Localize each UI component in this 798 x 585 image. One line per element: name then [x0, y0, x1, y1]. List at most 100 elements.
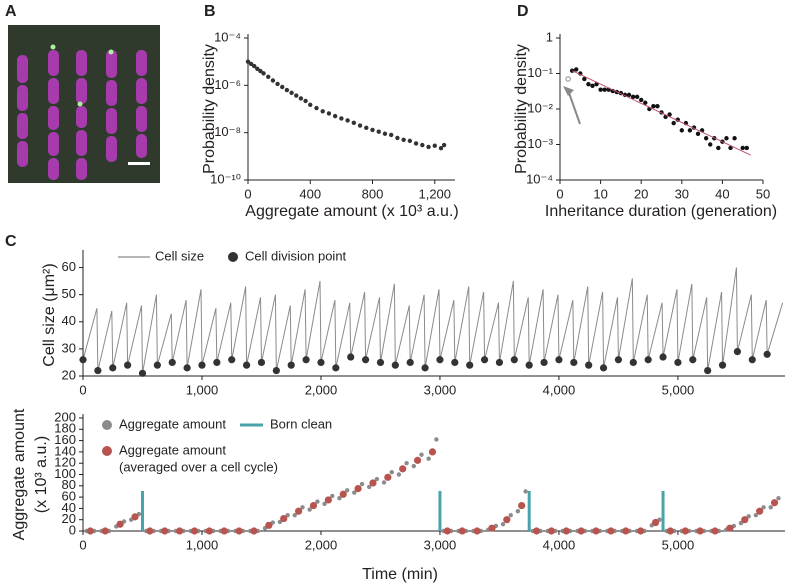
x-tick-label: 1,200: [418, 186, 451, 201]
data-point: [395, 135, 400, 141]
y-tick-label: 10⁻⁴: [214, 29, 241, 44]
data-point: [294, 507, 303, 515]
x-tick-label: 10: [593, 186, 607, 201]
data-point: [711, 527, 719, 535]
data-point: [411, 463, 416, 469]
y-tick-label: 100: [54, 466, 76, 481]
data-point: [728, 145, 733, 151]
data-point: [369, 479, 377, 487]
y-tick-label: 10⁻¹: [527, 65, 553, 80]
data-point: [401, 137, 406, 142]
x-tick-label: 40: [715, 186, 729, 201]
data-point: [303, 98, 308, 104]
data-point: [413, 141, 419, 146]
data-point: [637, 527, 645, 535]
data-point: [629, 358, 637, 367]
data-point: [235, 527, 243, 535]
data-point: [547, 527, 556, 535]
data-point: [614, 356, 623, 364]
data-point: [592, 527, 600, 535]
data-point: [753, 512, 759, 518]
data-point: [574, 67, 579, 72]
data-point: [746, 514, 751, 519]
y-tick-label: 10⁻⁴: [526, 171, 553, 186]
data-point: [292, 512, 297, 518]
data-point: [518, 501, 526, 510]
data-point: [696, 527, 704, 535]
data-point: [626, 92, 632, 98]
data-point: [473, 527, 481, 535]
data-point: [438, 146, 444, 151]
data-point: [332, 364, 340, 372]
x-axis-label: Aggregate amount (x 10³ a.u.): [245, 203, 458, 220]
data-point: [309, 501, 318, 510]
x-tick-label: 1,000: [186, 537, 219, 552]
data-point: [689, 356, 697, 364]
y-tick-label: 10⁻⁶: [214, 77, 241, 92]
data-point: [354, 485, 362, 493]
annotation-arrow: [567, 89, 581, 125]
data-point: [255, 66, 260, 71]
data-point: [314, 105, 319, 111]
data-point: [138, 369, 147, 377]
aggregate-spot: [50, 44, 56, 50]
x-tick-label: 30: [675, 186, 689, 201]
panel-label: C: [5, 233, 17, 250]
data-point: [639, 97, 644, 103]
data-point: [153, 361, 161, 369]
data-point: [101, 527, 109, 535]
data-point: [176, 527, 184, 535]
data-point: [599, 364, 608, 372]
data-point: [315, 499, 320, 504]
legend-label: Cell division point: [245, 248, 347, 263]
x-tick-label: 20: [634, 186, 648, 201]
data-point: [770, 499, 779, 507]
data-point: [488, 524, 496, 532]
data-point: [768, 505, 773, 510]
data-point: [480, 356, 489, 364]
y-tick-label: 0: [69, 522, 76, 537]
data-point: [582, 76, 587, 82]
x-tick-label: 3,000: [424, 537, 457, 552]
x-tick-label: 400: [299, 186, 321, 201]
data-point: [651, 518, 660, 527]
data-point: [326, 111, 332, 116]
data-point: [370, 127, 375, 133]
data-point: [366, 484, 372, 490]
panel-label: D: [517, 3, 529, 20]
data-point: [655, 103, 660, 109]
data-point: [495, 358, 504, 367]
data-point: [634, 94, 640, 100]
data-point: [357, 123, 363, 128]
data-point: [302, 356, 310, 364]
data-point: [124, 361, 132, 369]
data-point: [294, 93, 299, 98]
data-point: [687, 128, 693, 133]
data-point: [79, 356, 87, 364]
y-axis-label: Aggregate amount: [11, 408, 28, 540]
data-point: [261, 71, 266, 76]
data-point: [651, 103, 656, 109]
data-point: [674, 358, 682, 367]
data-point: [265, 521, 273, 529]
legend-label: (averaged over a cell cycle): [119, 459, 278, 474]
data-point: [419, 452, 424, 457]
x-tick-label: 800: [362, 186, 384, 201]
data-point: [345, 118, 350, 123]
legend-swatch: [102, 446, 112, 456]
data-point: [245, 59, 251, 64]
data-point: [428, 448, 437, 456]
data-point: [748, 356, 756, 364]
x-axis-label: Time (min): [362, 566, 438, 583]
data-point: [382, 131, 388, 136]
data-line: [571, 70, 752, 156]
data-point: [763, 350, 771, 358]
data-point: [503, 516, 511, 524]
legend-swatch: [102, 420, 112, 430]
x-tick-label: 0: [79, 382, 86, 397]
data-point: [458, 527, 466, 535]
data-point: [466, 361, 474, 369]
data-point: [287, 361, 295, 369]
